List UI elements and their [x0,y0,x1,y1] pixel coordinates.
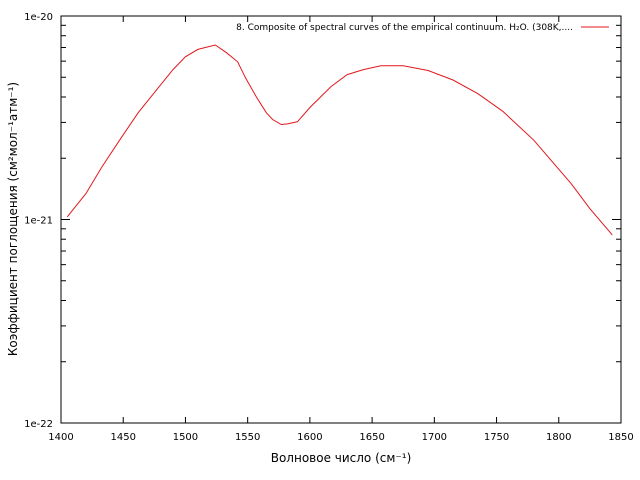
series-line [66,44,613,236]
y-tick-label: 1e-20 [24,12,53,23]
x-axis-ticks: 1400 1450 1500 1550 1600 1650 1700 1750 1800 1850 [48,16,634,443]
y-tick-label: 1e-21 [24,216,53,227]
y-axis-title: Коэффициент поглощения (см²мол⁻¹атм⁻¹) [6,82,20,356]
x-tick-label: 1450 [110,432,135,443]
x-tick-label: 1600 [297,432,322,443]
x-tick-label: 1500 [173,432,198,443]
y-tick-label: 1e-22 [24,419,53,430]
x-tick-label: 1400 [48,432,73,443]
y-axis-ticks: 1e-22 1e-21 1e-20 [24,12,621,430]
legend-label: 8. Composite of spectral curves of the e… [236,23,573,33]
series-group [66,44,613,236]
x-tick-label: 1800 [546,432,571,443]
legend: 8. Composite of spectral curves of the e… [236,23,609,33]
plot-frame [60,15,622,424]
x-axis-title: Волновое число (см⁻¹) [271,451,412,465]
x-tick-label: 1650 [359,432,384,443]
x-tick-label: 1700 [422,432,447,443]
x-tick-label: 1850 [608,432,633,443]
x-tick-label: 1750 [484,432,509,443]
x-tick-label: 1550 [235,432,260,443]
